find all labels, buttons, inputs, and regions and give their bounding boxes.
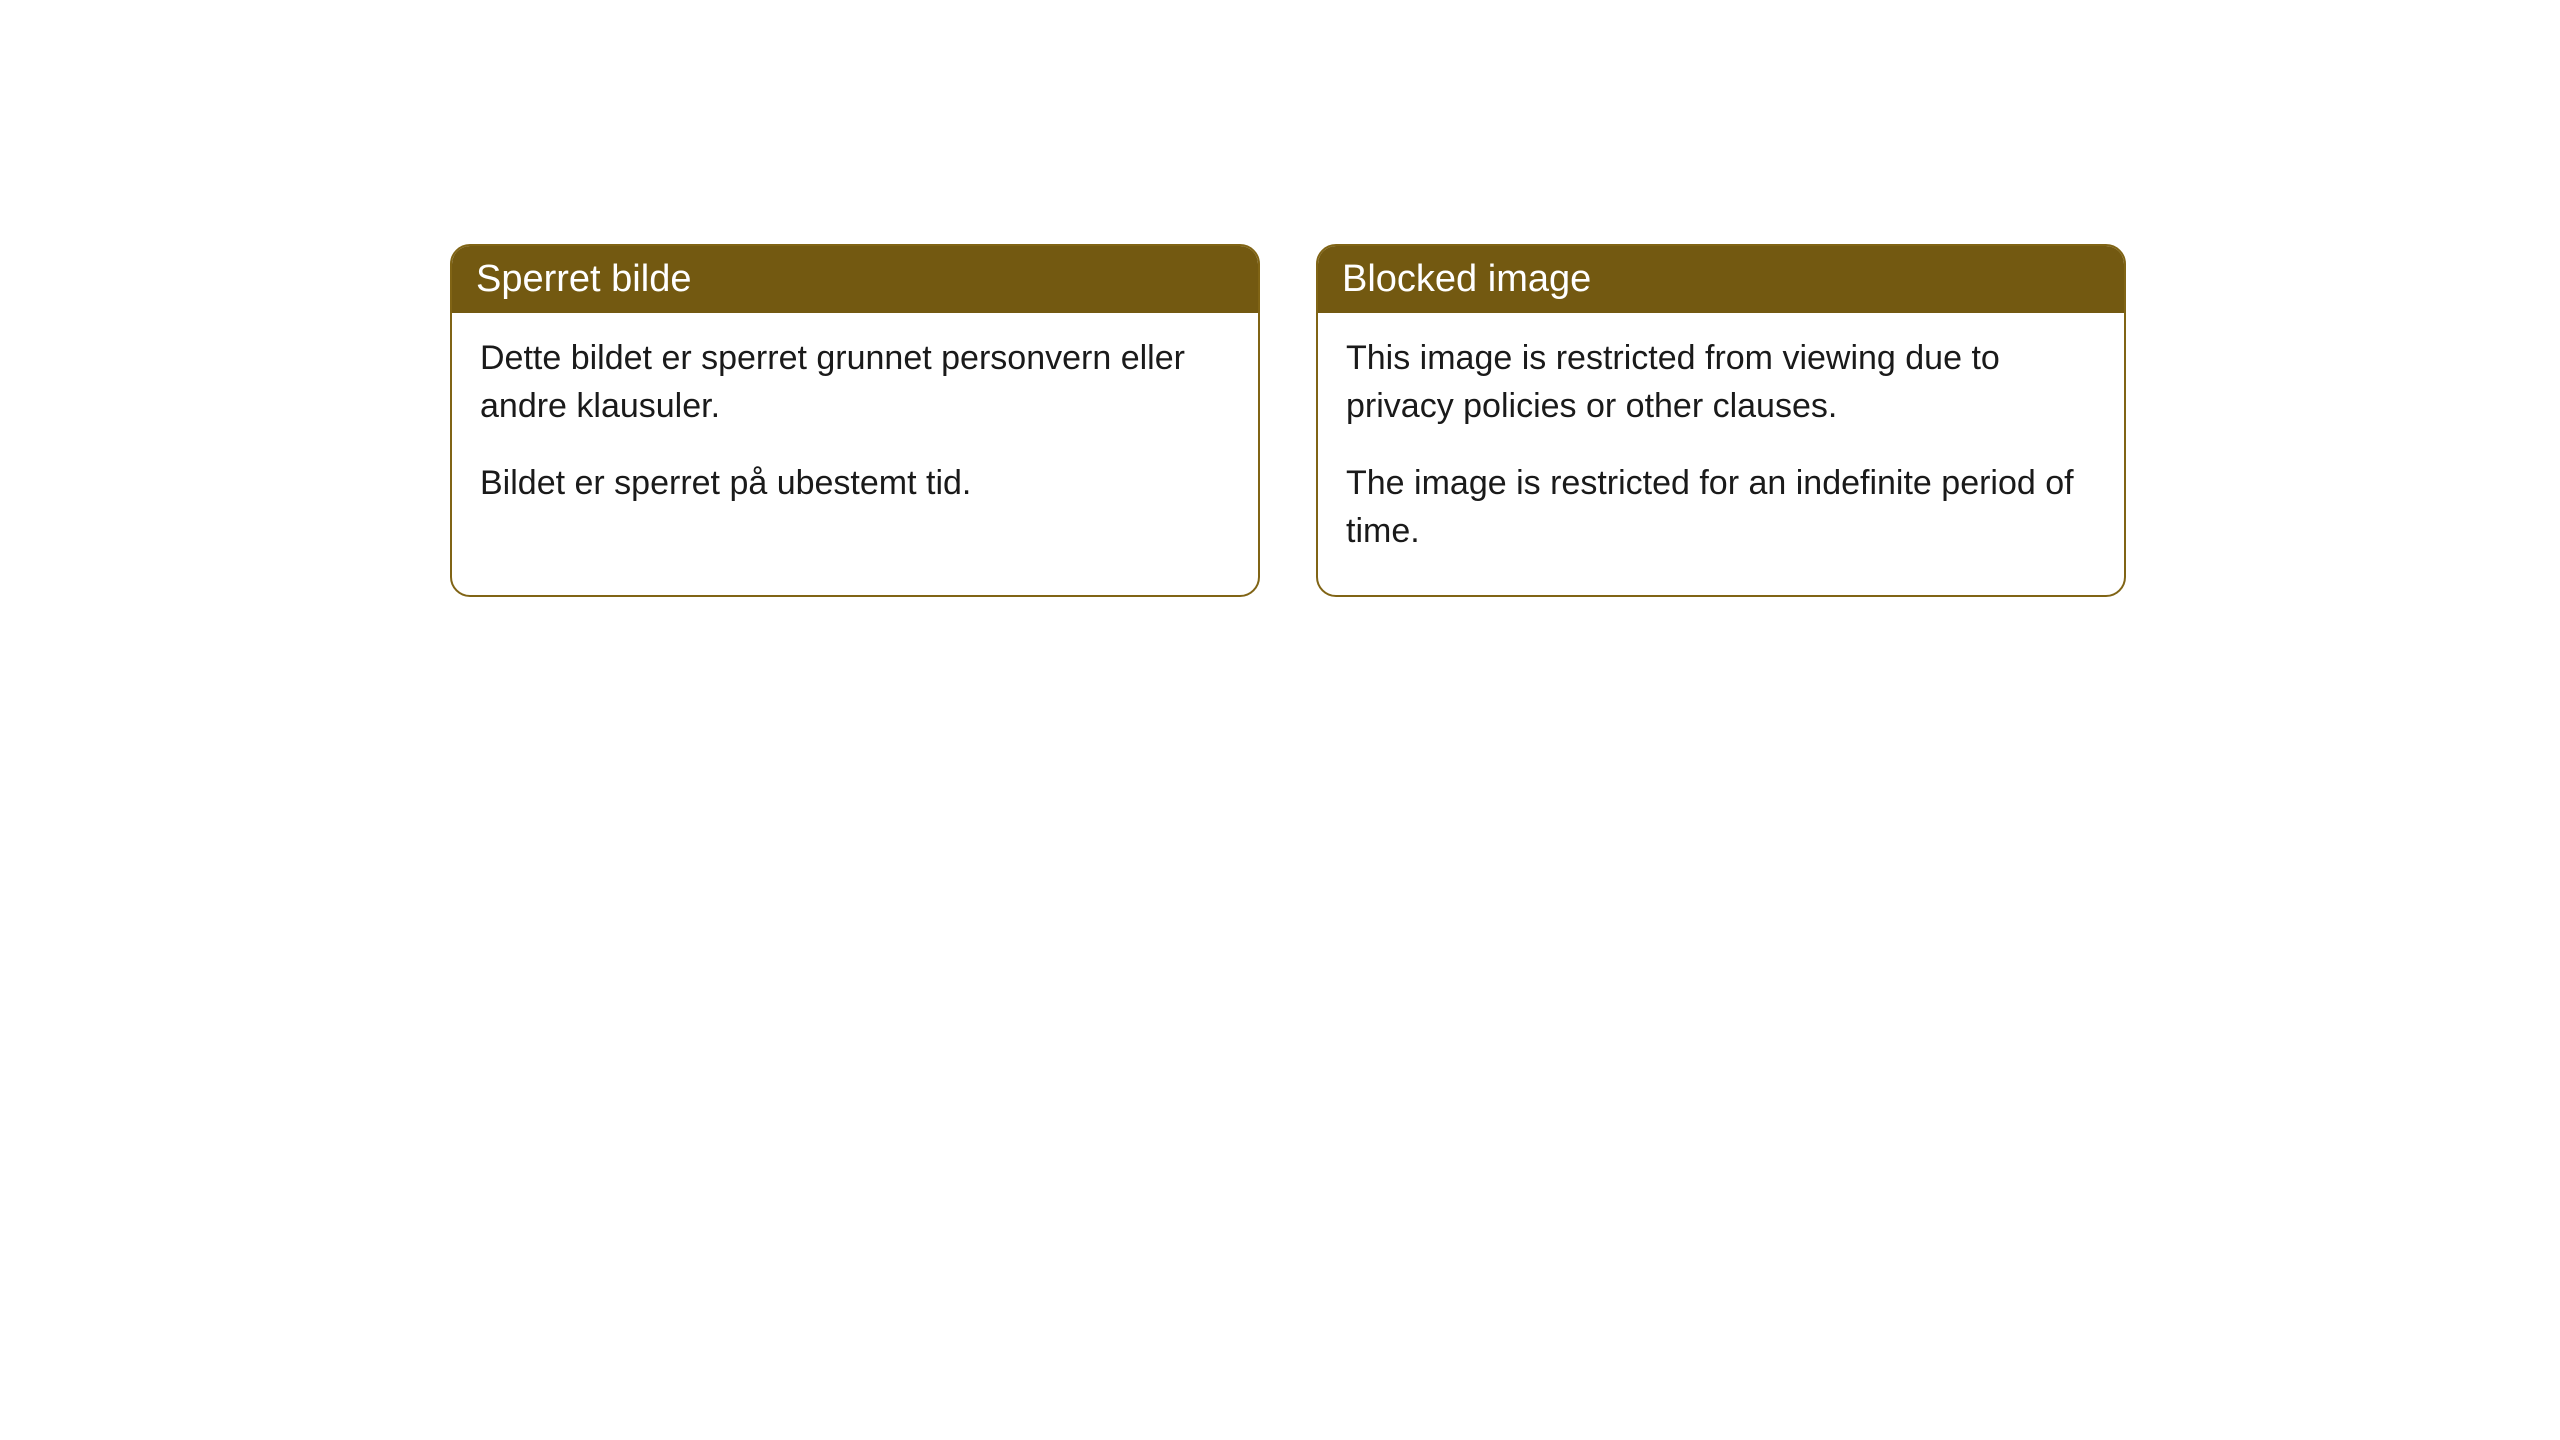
notice-cards-container: Sperret bilde Dette bildet er sperret gr… xyxy=(450,244,2126,597)
card-body-english: This image is restricted from viewing du… xyxy=(1318,313,2124,595)
card-paragraph-1: This image is restricted from viewing du… xyxy=(1346,335,2096,430)
card-body-norwegian: Dette bildet er sperret grunnet personve… xyxy=(452,313,1258,548)
card-header-english: Blocked image xyxy=(1318,246,2124,313)
card-header-norwegian: Sperret bilde xyxy=(452,246,1258,313)
card-title: Blocked image xyxy=(1342,258,1591,300)
card-paragraph-1: Dette bildet er sperret grunnet personve… xyxy=(480,335,1230,430)
card-paragraph-2: The image is restricted for an indefinit… xyxy=(1346,460,2096,555)
card-paragraph-2: Bildet er sperret på ubestemt tid. xyxy=(480,460,1230,508)
blocked-image-card-norwegian: Sperret bilde Dette bildet er sperret gr… xyxy=(450,244,1260,597)
card-title: Sperret bilde xyxy=(476,258,691,300)
blocked-image-card-english: Blocked image This image is restricted f… xyxy=(1316,244,2126,597)
